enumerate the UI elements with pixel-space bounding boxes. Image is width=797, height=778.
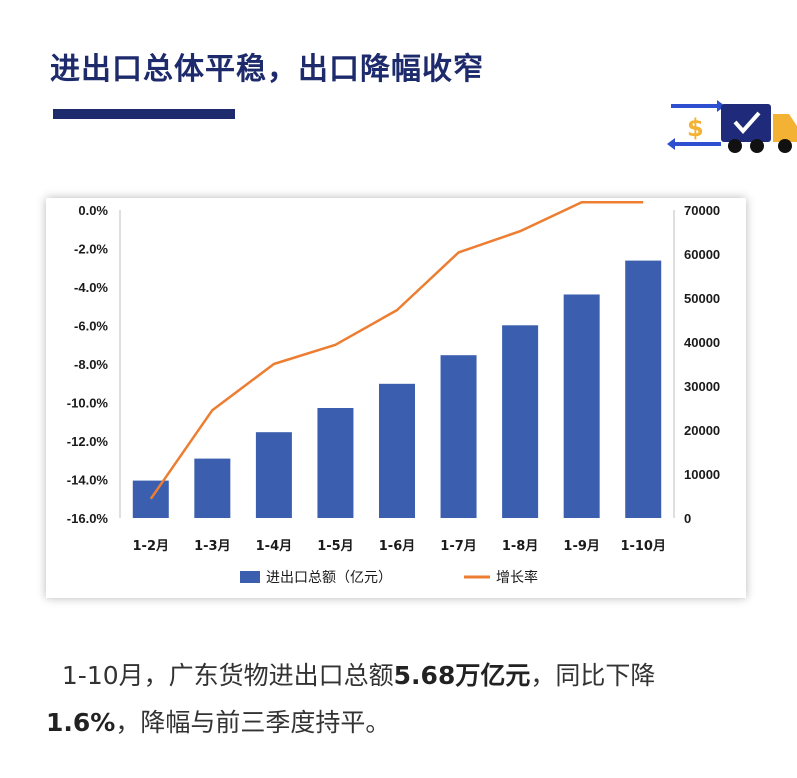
y-left-tick-label: -16.0%	[67, 511, 109, 526]
x-category-label: 1-2月	[133, 539, 170, 554]
bar-total-3	[255, 432, 292, 518]
bar-total-8	[563, 294, 600, 518]
y-right-tick-label: 60000	[684, 247, 720, 262]
y-left-tick-label: -14.0%	[67, 473, 109, 488]
y-right-tick-label: 70000	[684, 203, 720, 218]
y-left-tick-label: 0.0%	[78, 203, 108, 218]
bar-total-1	[132, 480, 169, 518]
y-right-tick-label: 30000	[684, 379, 720, 394]
bar-total-5	[379, 383, 415, 518]
x-category-label: 1-8月	[502, 539, 538, 554]
bar-total-7	[502, 325, 539, 518]
checkmark-icon	[733, 111, 761, 135]
y-right-tick-label: 40000	[684, 335, 720, 350]
chart-card: 0.0% -2.0% -4.0% -6.0% -8.0% -10.0% -12.0% -14.…	[46, 198, 746, 598]
legend-line-label: 增长率	[496, 569, 538, 586]
y-right-tick-label: 10000	[684, 467, 720, 482]
x-category-label: 1-4月	[256, 539, 293, 554]
summary-paragraph: 1-10月，广东货物进出口总额5.68万亿元，同比下降 1.6%，降幅与前三季度持…	[46, 652, 786, 746]
growth-rate-line	[149, 201, 644, 500]
summary-text-2: ，同比下降	[530, 661, 656, 690]
dollar-icon: $	[687, 114, 704, 142]
y-right-tick-label: 0	[684, 511, 691, 526]
y-left-tick-label: -6.0%	[74, 319, 108, 334]
x-category-label: 1-7月	[440, 539, 477, 554]
legend-bar-label: 进出口总额（亿元）	[266, 570, 392, 586]
y-left-tick-label: -4.0%	[74, 280, 108, 295]
x-category-label: 1-10月	[620, 539, 666, 554]
summary-highlight-rate: 1.6%	[46, 708, 116, 737]
bar-total-9	[625, 260, 662, 518]
summary-text-3: ，降幅与前三季度持平。	[115, 708, 391, 737]
y-left-tick-label: -8.0%	[74, 357, 108, 372]
x-category-label: 1-6月	[379, 539, 416, 554]
x-category-label: 1-3月	[194, 539, 231, 554]
page-title: 进出口总体平稳，出口降幅收窄	[50, 52, 484, 87]
y-right-tick-label: 50000	[684, 291, 720, 306]
x-category-label: 1-9月	[563, 539, 600, 554]
legend-bar-swatch	[240, 571, 260, 583]
y-left-tick-label: -2.0%	[74, 242, 108, 257]
summary-highlight-total: 5.68万亿元	[393, 661, 531, 690]
x-category-label: 1-5月	[317, 539, 354, 554]
bar-total-4	[317, 408, 354, 518]
combo-chart: 0.0% -2.0% -4.0% -6.0% -8.0% -10.0% -12.0% -14.…	[67, 201, 720, 586]
truck-exchange-icon: $	[665, 100, 797, 156]
bar-total-2	[194, 458, 231, 518]
summary-text-1: 1-10月，广东货物进出口总额	[61, 661, 394, 690]
title-underline-bar	[53, 109, 235, 119]
y-right-tick-label: 20000	[684, 423, 720, 438]
y-left-tick-label: -12.0%	[67, 434, 109, 449]
y-left-tick-label: -10.0%	[67, 396, 109, 411]
bar-total-6	[440, 355, 477, 518]
